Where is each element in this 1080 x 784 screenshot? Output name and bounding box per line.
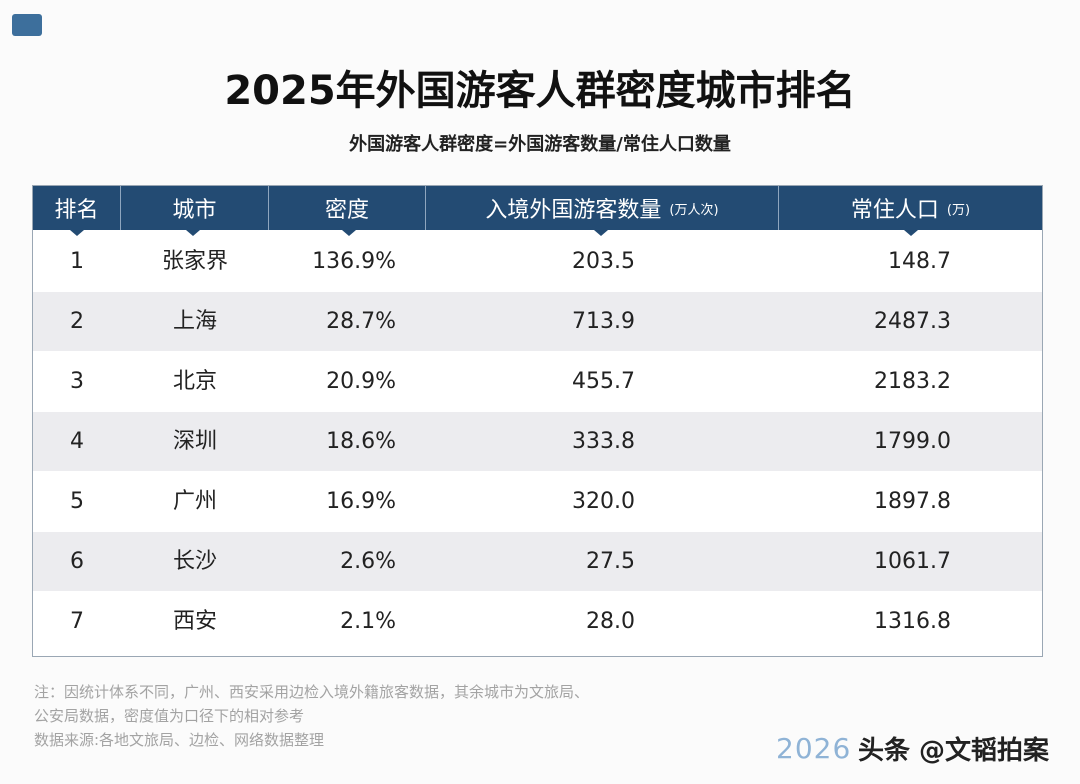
table: 排名 城市 密度 入境外国游客数量 (万人次) 常住人口 (万) 1 张家界 136.9% 203.… — [32, 185, 1043, 657]
header-pointer — [594, 230, 608, 236]
table-cell: 3 — [70, 369, 84, 394]
header-text: 常住人口 — [850, 198, 939, 223]
table-cell: 1897.8 — [874, 489, 951, 514]
header-pointer — [186, 230, 200, 236]
table-cell: 320.0 — [572, 489, 635, 514]
header-text: 排名 — [54, 198, 99, 223]
table-cell: 5 — [70, 489, 84, 514]
watermark-year: 2026 — [776, 732, 852, 765]
table-cell: 713.9 — [572, 309, 635, 334]
table-row: 5 广州 16.9% 320.0 1897.8 — [33, 472, 1042, 531]
table-cell: 20.9% — [326, 369, 396, 394]
header-cell: 排名 — [33, 186, 121, 230]
header-pointer — [342, 230, 356, 236]
table-row: 7 西安 2.1% 28.0 1316.8 — [33, 592, 1042, 651]
table-cell: 136.9% — [312, 249, 396, 274]
header-cell: 入境外国游客数量 (万人次) — [426, 186, 779, 230]
note: 数据来源:各地文旅局、边检、网络数据整理 — [34, 731, 325, 749]
header-text: 密度 — [324, 198, 369, 223]
table-cell: 16.9% — [326, 489, 396, 514]
header-pointer — [70, 230, 84, 236]
header-unit: (万人次) — [669, 202, 719, 218]
table-cell: 广州 — [172, 489, 217, 514]
table-cell: 148.7 — [888, 249, 951, 274]
header-unit: (万) — [946, 202, 971, 218]
table-cell: 2.1% — [340, 609, 396, 634]
header-cell: 密度 — [269, 186, 426, 230]
table-cell: 28.0 — [586, 609, 635, 634]
header-text: 城市 — [172, 198, 217, 223]
header-text: 入境外国游客数量 — [485, 198, 662, 223]
table-cell: 2 — [70, 309, 84, 334]
table-cell: 1 — [70, 249, 84, 274]
table-row: 3 北京 20.9% 455.7 2183.2 — [33, 352, 1042, 411]
header-cell: 常住人口 (万) — [779, 186, 1042, 230]
table-cell: 7 — [70, 609, 84, 634]
note: 公安局数据，密度值为口径下的相对参考 — [34, 707, 305, 725]
watermark-source: 头条 @文韬拍案 — [858, 736, 1050, 766]
corner-decoration — [12, 14, 42, 36]
header-cell: 城市 — [121, 186, 269, 230]
table-cell: 2183.2 — [874, 369, 951, 394]
table-cell: 203.5 — [572, 249, 635, 274]
table-cell: 2.6% — [340, 549, 396, 574]
title: 2025年外国游客人群密度城市排名 — [224, 68, 856, 114]
table-cell: 2487.3 — [874, 309, 951, 334]
subtitle: 外国游客人群密度=外国游客数量/常住人口数量 — [349, 134, 731, 155]
table-cell: 1316.8 — [874, 609, 951, 634]
table-row: 4 深圳 18.6% 333.8 1799.0 — [33, 412, 1042, 471]
table-cell: 1061.7 — [874, 549, 951, 574]
table-cell: 长沙 — [172, 549, 217, 574]
table-cell: 北京 — [172, 369, 217, 394]
table-cell: 4 — [70, 429, 84, 454]
table-cell: 西安 — [172, 609, 217, 634]
table-cell: 27.5 — [586, 549, 635, 574]
table-row: 6 长沙 2.6% 27.5 1061.7 — [33, 532, 1042, 591]
header-pointer — [904, 230, 918, 236]
table-cell: 6 — [70, 549, 84, 574]
table-cell: 上海 — [172, 309, 217, 334]
table-cell: 333.8 — [572, 429, 635, 454]
table-cell: 28.7% — [326, 309, 396, 334]
note: 注：因统计体系不同，广州、西安采用边检入境外籍旅客数据，其余城市为文旅局、 — [34, 683, 590, 701]
table-cell: 深圳 — [172, 429, 217, 454]
table-cell: 张家界 — [161, 249, 228, 274]
table-row: 1 张家界 136.9% 203.5 148.7 — [33, 232, 1042, 291]
table-cell: 1799.0 — [874, 429, 951, 454]
table-cell: 18.6% — [326, 429, 396, 454]
table-row: 2 上海 28.7% 713.9 2487.3 — [33, 292, 1042, 351]
table-cell: 455.7 — [572, 369, 635, 394]
